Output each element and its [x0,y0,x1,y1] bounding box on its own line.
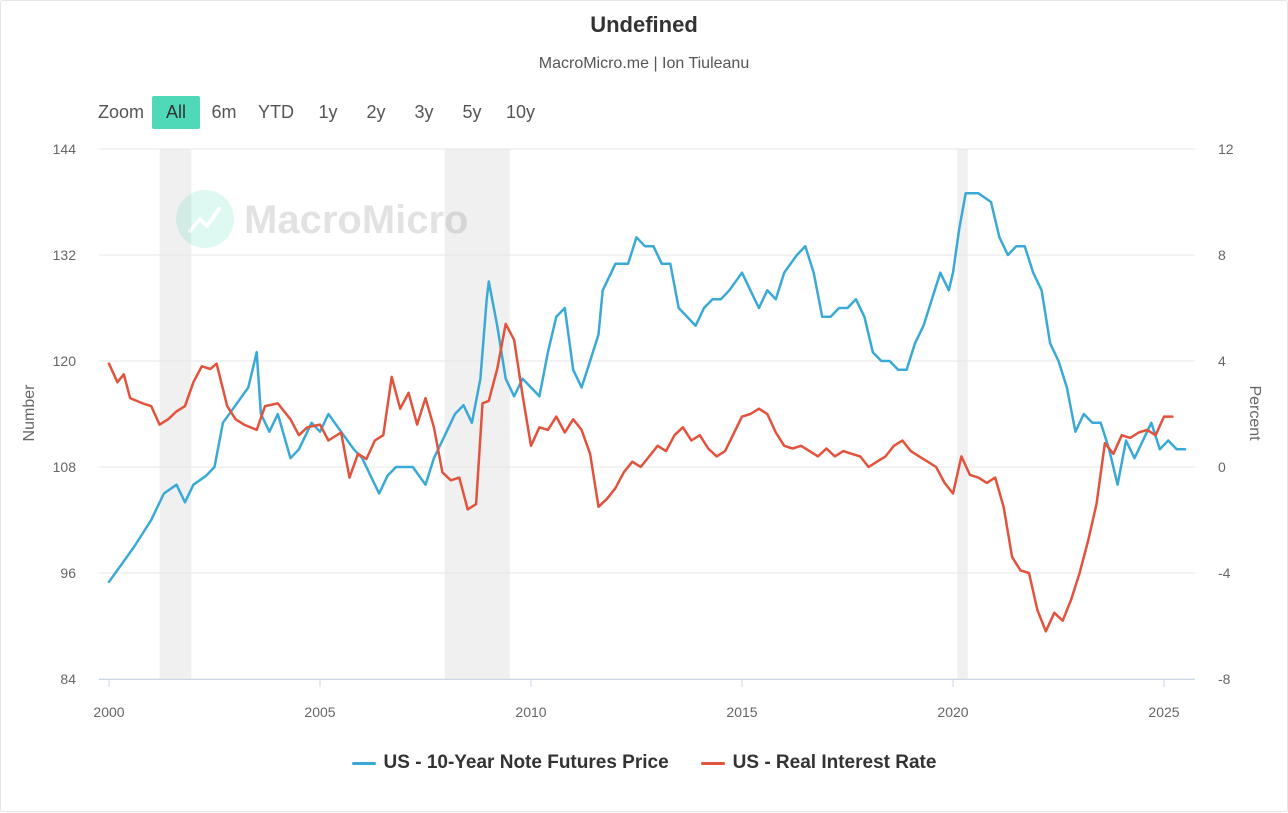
y-right-tick-label: 8 [1218,247,1226,263]
x-tick-label: 2010 [515,704,546,720]
y-left-tick-label: 84 [60,671,76,687]
y-axis-left-title: Number [21,384,38,442]
legend-item-note-futures[interactable]: US - 10-Year Note Futures Price [351,752,669,774]
series-line-real-interest-rate [107,322,1174,633]
zoom-button-ytd[interactable]: YTD [258,102,295,122]
legend-label: US - Real Interest Rate [732,752,937,773]
series-lines [107,191,1187,633]
watermark-text: MacroMicro [244,198,469,242]
zoom-button-5y[interactable]: 5y [462,102,482,122]
zoom-button-2y[interactable]: 2y [366,102,386,122]
zoom-button-6m[interactable]: 6m [211,102,237,122]
y-right-tick-label: -8 [1218,671,1231,687]
x-tick-label: 2000 [93,704,124,720]
x-tick-label: 2025 [1148,704,1179,720]
legend-label: US - 10-Year Note Futures Price [383,752,669,773]
zoom-button-3y[interactable]: 3y [414,102,434,122]
zoom-bar: Zoom All 6m YTD 1y 2y 3y 5y 10y [98,96,545,129]
y-axis-right-title: Percent [1246,385,1263,441]
y-left-tick-label: 120 [53,353,77,369]
x-tick-label: 2005 [304,704,335,720]
x-tick-label: 2020 [937,704,968,720]
y-left-tick-label: 108 [53,459,77,475]
legend-item-real-rate[interactable]: US - Real Interest Rate [700,752,937,774]
legend: US - 10-Year Note Futures Price US - Rea… [0,752,1288,774]
series-line-note-futures-price [107,191,1187,584]
y-right-tick-label: 0 [1218,459,1226,475]
y-right-tick-label: 12 [1218,141,1234,157]
y-left-tick-label: 132 [53,247,77,263]
y-left-tick-label: 144 [53,141,77,157]
watermark: MacroMicro [176,190,469,248]
legend-swatch-red [700,761,725,765]
zoom-button-all[interactable]: All [152,96,201,129]
legend-swatch-blue [351,761,376,765]
axes: 84 96 108 120 132 144 -8 -4 0 4 8 12 2000 2005 2010 201… [53,141,1234,720]
chart-title: Undefined [590,12,698,37]
zoom-label: Zoom [98,102,145,122]
y-right-tick-label: 4 [1218,353,1226,369]
zoom-button-1y[interactable]: 1y [318,102,338,122]
recession-band [957,149,968,679]
zoom-button-10y[interactable]: 10y [506,102,536,122]
x-tick-label: 2015 [726,704,757,720]
chart-subtitle: MacroMicro.me | Ion Tiuleanu [538,55,750,72]
macromicro-logo-icon [176,190,234,248]
y-right-tick-label: -4 [1218,565,1231,581]
y-left-tick-label: 96 [60,565,76,581]
